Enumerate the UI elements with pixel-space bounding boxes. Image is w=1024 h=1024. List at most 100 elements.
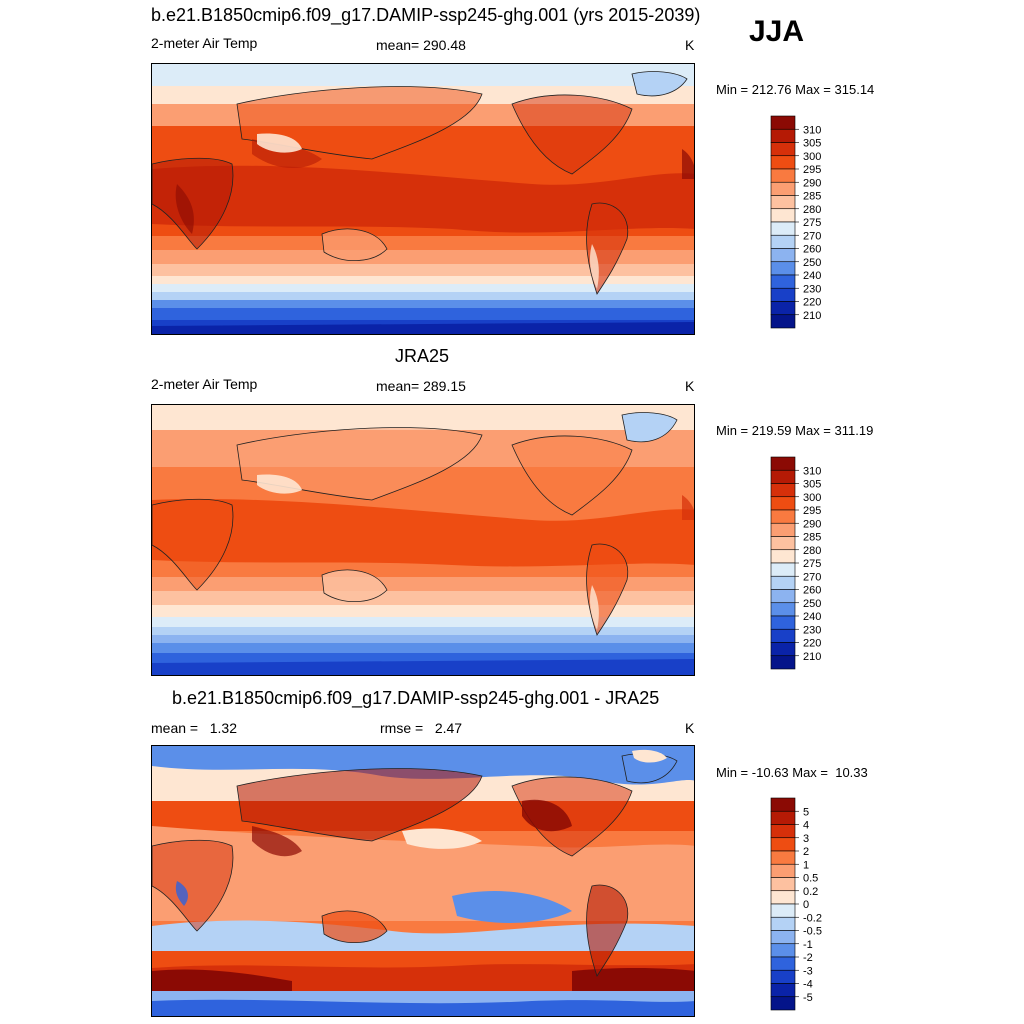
colorbar-swatch bbox=[770, 602, 796, 617]
colorbar-swatch bbox=[770, 642, 796, 657]
colorbar-swatch bbox=[770, 549, 796, 564]
colorbar-tick-label: -4 bbox=[803, 979, 813, 991]
colorbar-tick-label: 310 bbox=[803, 124, 821, 136]
colorbar-tick-label: 240 bbox=[803, 270, 821, 282]
colorbar-swatch bbox=[770, 837, 796, 852]
colorbar-swatch bbox=[770, 562, 796, 577]
colorbar-swatch bbox=[770, 208, 796, 223]
panel-2-variable-label: 2-meter Air Temp bbox=[151, 376, 258, 392]
colorbar-swatch bbox=[770, 248, 796, 263]
colorbar-swatch bbox=[770, 983, 796, 998]
colorbar-tick-label: 3 bbox=[803, 833, 809, 845]
colorbar-tick-label: 285 bbox=[803, 191, 821, 203]
colorbar-swatch bbox=[770, 155, 796, 170]
colorbar-swatch bbox=[770, 483, 796, 498]
colorbar-tick-label: 270 bbox=[803, 571, 821, 583]
panel-1-title: b.e21.B1850cmip6.f09_g17.DAMIP-ssp245-gh… bbox=[151, 5, 701, 25]
colorbar-swatch bbox=[770, 287, 796, 302]
colorbar-tick-label: 0 bbox=[803, 899, 809, 911]
colorbar-tick-label: 295 bbox=[803, 505, 821, 517]
colorbar-tick-label: 275 bbox=[803, 217, 821, 229]
colorbar-tick-label: 310 bbox=[803, 465, 821, 477]
colorbar-tick-label: 230 bbox=[803, 283, 821, 295]
colorbar-tick-label: 290 bbox=[803, 177, 821, 189]
colorbar-swatch bbox=[770, 916, 796, 931]
panel-1-units-label: K bbox=[685, 37, 695, 53]
colorbar-swatch bbox=[770, 589, 796, 604]
colorbar-tick-label: -1 bbox=[803, 939, 813, 951]
colorbar-tick-label: 250 bbox=[803, 257, 821, 269]
colorbar-tick-label: 300 bbox=[803, 492, 821, 504]
colorbar-tick-label: 210 bbox=[803, 651, 821, 663]
colorbar-swatch bbox=[770, 536, 796, 551]
colorbar-tick-label: 250 bbox=[803, 598, 821, 610]
panel-2-title: JRA25 bbox=[395, 346, 450, 366]
colorbar-swatch bbox=[770, 996, 796, 1011]
panel-1-colorbar: 310 305 300 295 290 285 280 275 270 260 250 240 230 2… bbox=[770, 115, 851, 329]
panel-2-mean-label: mean= 289.15 bbox=[376, 378, 466, 394]
colorbar-swatch bbox=[770, 655, 796, 670]
panel-2-minmax-label: Min = 219.59 Max = 311.19 bbox=[716, 423, 874, 438]
colorbar-swatch bbox=[770, 234, 796, 249]
colorbar-swatch bbox=[770, 301, 796, 316]
colorbar-swatch bbox=[770, 456, 796, 471]
colorbar-tick-label: 0.2 bbox=[803, 886, 818, 898]
colorbar-swatch bbox=[770, 824, 796, 839]
panel-3-map-field bbox=[152, 746, 694, 1016]
colorbar-tick-label: 1 bbox=[803, 859, 809, 871]
colorbar-swatch bbox=[770, 903, 796, 918]
panel-3-units-label: K bbox=[685, 720, 695, 736]
colorbar-swatch bbox=[770, 181, 796, 196]
colorbar-tick-label: 270 bbox=[803, 230, 821, 242]
colorbar-swatch bbox=[770, 810, 796, 825]
colorbar-tick-label: 280 bbox=[803, 545, 821, 557]
colorbar-tick-label: 230 bbox=[803, 624, 821, 636]
colorbar-swatch bbox=[770, 863, 796, 878]
season-label: JJA bbox=[749, 15, 805, 48]
panel-2-colorbar: 310 305 300 295 290 285 280 275 270 260 250 240 230 2… bbox=[770, 456, 851, 670]
panel-2-map bbox=[151, 404, 695, 676]
colorbar-swatch bbox=[770, 575, 796, 590]
panel-1-variable-label: 2-meter Air Temp bbox=[151, 35, 258, 51]
colorbar-swatch bbox=[770, 469, 796, 484]
colorbar-swatch bbox=[770, 509, 796, 524]
colorbar-tick-label: 4 bbox=[803, 820, 809, 832]
colorbar-swatch bbox=[770, 956, 796, 971]
colorbar-swatch bbox=[770, 943, 796, 958]
panel-3-map bbox=[151, 745, 695, 1017]
colorbar-tick-label: 240 bbox=[803, 611, 821, 623]
colorbar-swatch bbox=[770, 797, 796, 812]
colorbar-tick-label: 260 bbox=[803, 585, 821, 597]
colorbar-swatch bbox=[770, 128, 796, 143]
colorbar-swatch bbox=[770, 115, 796, 130]
colorbar-tick-label: 290 bbox=[803, 518, 821, 530]
colorbar-tick-label: 300 bbox=[803, 151, 821, 163]
colorbar-tick-label: -2 bbox=[803, 952, 813, 964]
colorbar-tick-label: -0.5 bbox=[803, 926, 822, 938]
colorbar-tick-label: 305 bbox=[803, 479, 821, 491]
panel-3-rmse-label: rmse = 2.47 bbox=[380, 720, 463, 736]
colorbar-swatch bbox=[770, 142, 796, 157]
colorbar-swatch bbox=[770, 969, 796, 984]
colorbar-swatch bbox=[770, 930, 796, 945]
panel-3-minmax-label: Min = -10.63 Max = 10.33 bbox=[716, 765, 868, 780]
panel-2-map-field bbox=[152, 405, 694, 675]
colorbar-swatch bbox=[770, 890, 796, 905]
colorbar-tick-label: 275 bbox=[803, 558, 821, 570]
panel-3-mean-label: mean = 1.32 bbox=[151, 720, 238, 736]
colorbar-swatch bbox=[770, 615, 796, 630]
colorbar-swatch bbox=[770, 314, 796, 329]
panel-1-map-field bbox=[152, 64, 694, 334]
colorbar-tick-label: 280 bbox=[803, 204, 821, 216]
panel-3-colorbar: 5 4 3 2 1 0.5 0.2 0 -0.2 -0.5 -1 -2 -3 -4 -5 bbox=[770, 797, 851, 1011]
panel-1-minmax-label: Min = 212.76 Max = 315.14 bbox=[716, 82, 875, 97]
colorbar-swatch bbox=[770, 261, 796, 276]
colorbar-tick-label: 5 bbox=[803, 806, 809, 818]
panel-1-mean-label: mean= 290.48 bbox=[376, 37, 466, 53]
colorbar-tick-label: 210 bbox=[803, 310, 821, 322]
colorbar-swatch bbox=[770, 850, 796, 865]
colorbar-swatch bbox=[770, 877, 796, 892]
colorbar-tick-label: -5 bbox=[803, 992, 813, 1004]
